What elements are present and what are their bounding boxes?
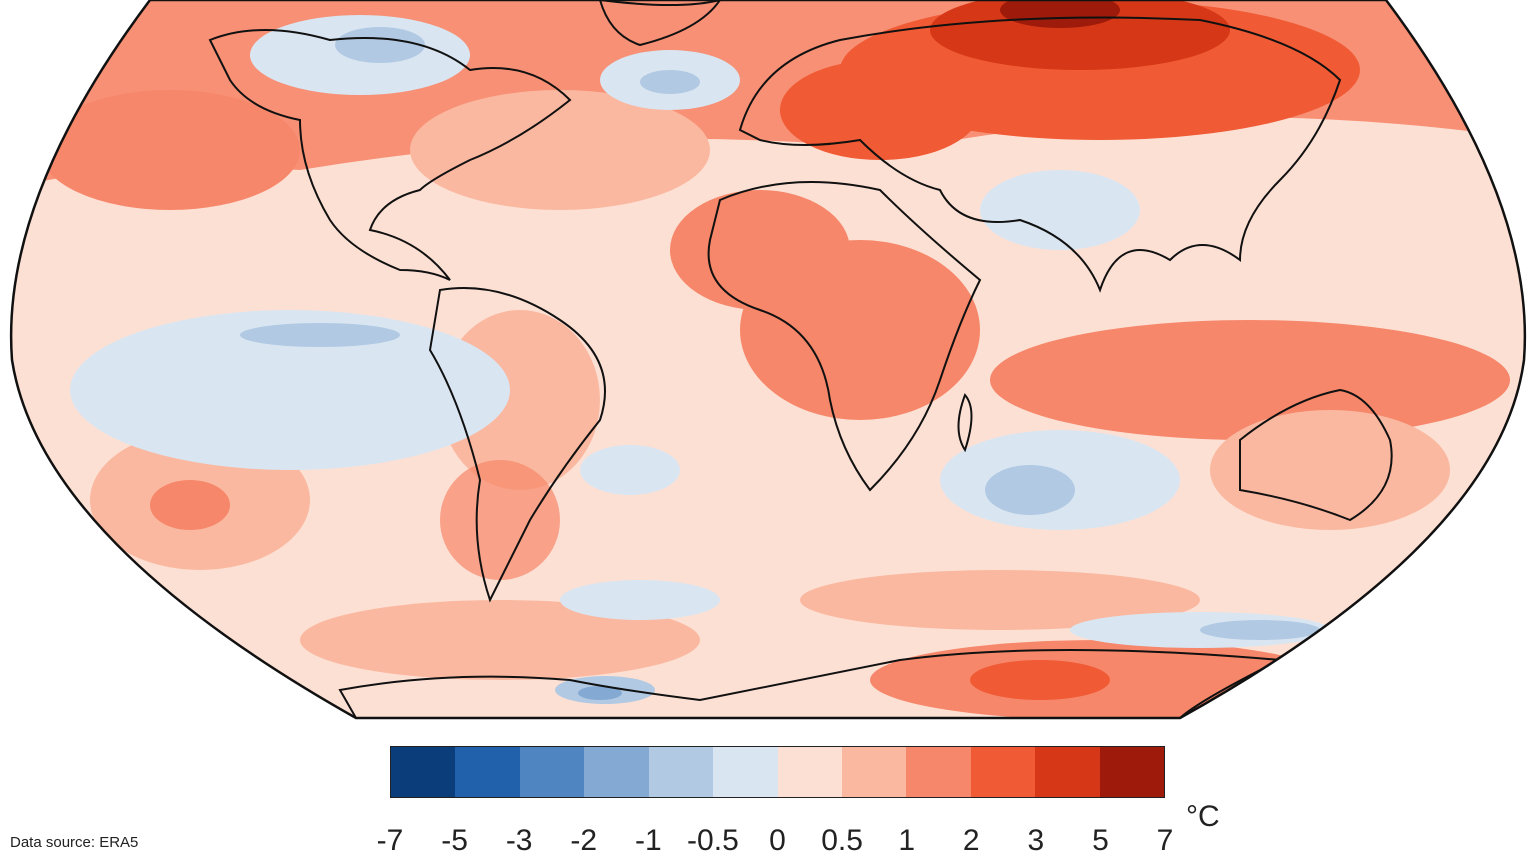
colorbar-tick-label: -7 bbox=[376, 824, 404, 857]
colorbar-segment bbox=[1099, 747, 1165, 797]
data-source-label: Data source: ERA5 bbox=[10, 834, 139, 851]
colorbar-segment bbox=[519, 747, 585, 797]
coastlines bbox=[208, 0, 1393, 718]
anomaly-field bbox=[11, 0, 1525, 718]
colorbar-tick-label: 7 bbox=[1156, 824, 1174, 857]
colorbar-segment bbox=[777, 747, 842, 797]
colorbar-tick-label: 2 bbox=[962, 824, 980, 857]
colorbar-unit: °C bbox=[1186, 800, 1220, 833]
colorbar-tick-label: -3 bbox=[505, 824, 533, 857]
colorbar-tick-label: 0 bbox=[769, 824, 786, 857]
colorbar-segment bbox=[648, 747, 714, 797]
globe-outline bbox=[9, 0, 1527, 720]
colorbar-tick-label: 0.5 bbox=[821, 824, 863, 857]
colorbar-segment bbox=[455, 747, 520, 797]
colorbar-segment bbox=[1035, 747, 1100, 797]
colorbar-segment bbox=[970, 747, 1036, 797]
colorbar-segment bbox=[713, 747, 778, 797]
colorbar-tick-label: 3 bbox=[1027, 824, 1045, 857]
colorbar-segment bbox=[584, 747, 649, 797]
colorbar-segment bbox=[391, 747, 456, 797]
colorbar-tick-label: -0.5 bbox=[687, 824, 739, 857]
colorbar bbox=[390, 746, 1165, 798]
colorbar-segment bbox=[841, 747, 907, 797]
colorbar-tick-label: -5 bbox=[441, 824, 468, 857]
temperature-anomaly-map bbox=[9, 0, 1527, 720]
colorbar-tick-label: -2 bbox=[570, 824, 598, 857]
colorbar-segment bbox=[906, 747, 971, 797]
colorbar-tick-label: 5 bbox=[1092, 824, 1109, 857]
colorbar-tick-label: -1 bbox=[634, 824, 662, 857]
colorbar-tick-label: 1 bbox=[898, 824, 915, 857]
